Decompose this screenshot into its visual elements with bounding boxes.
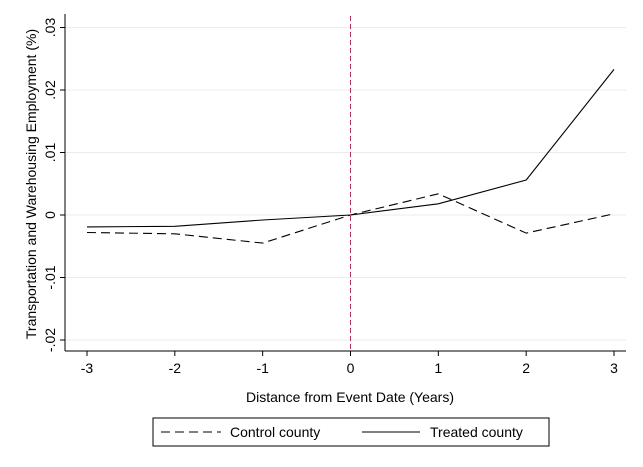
x-axis-label: Distance from Event Date (Years) <box>246 389 454 405</box>
x-tick-label: 2 <box>522 360 530 376</box>
series-group <box>86 69 615 244</box>
x-tick-label: -2 <box>169 360 182 376</box>
axes: -.02 -.01 0 .01 .02 .03 -3 -2 -1 0 1 2 3 <box>42 14 626 376</box>
gridlines <box>65 27 626 341</box>
y-tick-label: .03 <box>42 18 58 38</box>
y-tick-label: -.01 <box>42 265 58 289</box>
series-line-treated-county <box>86 69 615 228</box>
y-tick-label: .02 <box>42 80 58 100</box>
x-tick-label: -3 <box>81 360 94 376</box>
y-axis-label: Transportation and Warehousing Employmen… <box>23 29 39 339</box>
legend-label: Treated county <box>430 424 523 440</box>
legend: Control county Treated county <box>152 417 550 447</box>
x-tick-label: -1 <box>256 360 269 376</box>
y-tick-label: -.02 <box>42 328 58 352</box>
x-tick-label: 0 <box>347 360 355 376</box>
y-tick-label: 0 <box>42 211 58 219</box>
x-tick-label: 1 <box>434 360 442 376</box>
y-tick-label: .01 <box>42 143 58 163</box>
legend-label: Control county <box>230 424 320 440</box>
x-tick-label: 3 <box>610 360 618 376</box>
